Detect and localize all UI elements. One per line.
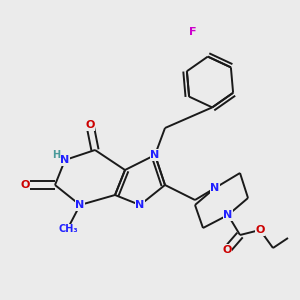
Text: N: N <box>150 150 160 160</box>
Text: O: O <box>20 180 30 190</box>
Text: O: O <box>255 225 265 235</box>
Text: F: F <box>189 27 197 37</box>
Text: H: H <box>52 150 61 160</box>
Text: N: N <box>224 210 232 220</box>
Text: O: O <box>222 245 232 255</box>
Text: O: O <box>85 120 95 130</box>
Text: N: N <box>60 155 70 165</box>
Text: N: N <box>210 183 220 193</box>
Text: N: N <box>135 200 145 210</box>
Text: N: N <box>75 200 85 210</box>
Text: CH₃: CH₃ <box>58 224 78 235</box>
